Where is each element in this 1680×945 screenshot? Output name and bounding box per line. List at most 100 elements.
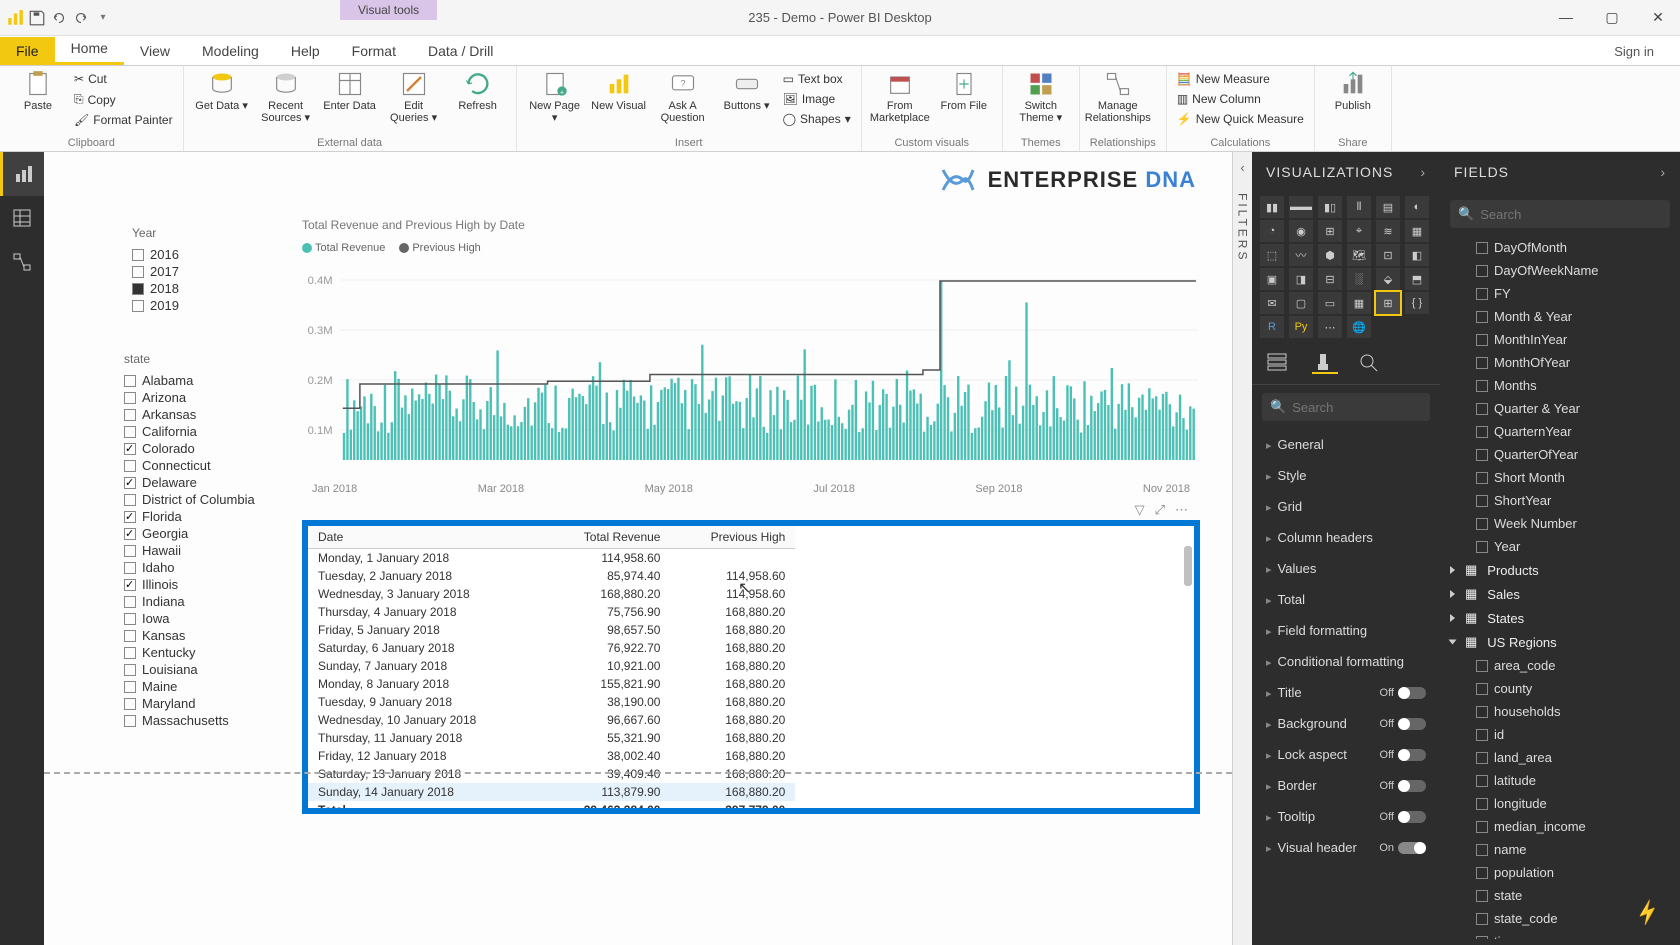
format-section[interactable]: ▸Visual headerOn xyxy=(1252,832,1440,863)
year-slicer[interactable]: Year 2016201720182019 xyxy=(132,226,222,314)
table-row[interactable]: Sunday, 14 January 2018113,879.90168,880… xyxy=(308,783,795,801)
field-table[interactable]: ▦Products xyxy=(1440,558,1680,582)
field-item[interactable]: id xyxy=(1440,723,1680,746)
new-measure-button[interactable]: 🧮New Measure xyxy=(1177,70,1304,88)
ask-question-button[interactable]: ?Ask A Question xyxy=(655,70,711,124)
field-item[interactable]: ShortYear xyxy=(1440,489,1680,512)
sign-in-link[interactable]: Sign in xyxy=(1608,38,1660,65)
state-option[interactable]: Maryland xyxy=(124,695,274,712)
state-option[interactable]: Delaware xyxy=(124,474,274,491)
format-painter-button[interactable]: 🖌Format Painter xyxy=(74,111,173,129)
field-item[interactable]: FY xyxy=(1440,282,1680,305)
visual-type-icon[interactable]: ▮▮ xyxy=(1260,196,1284,218)
visual-type-icon[interactable]: ⊟ xyxy=(1318,268,1342,290)
state-option[interactable]: Florida xyxy=(124,508,274,525)
field-table[interactable]: ▦States xyxy=(1440,606,1680,630)
table-row[interactable]: Monday, 1 January 2018114,958.60 xyxy=(308,549,795,568)
table-row[interactable]: Friday, 12 January 201838,002.40168,880.… xyxy=(308,747,795,765)
filter-icon[interactable]: ▽ xyxy=(1135,502,1145,518)
state-option[interactable]: Iowa xyxy=(124,610,274,627)
visual-type-icon[interactable]: R xyxy=(1260,316,1284,338)
tab-data-drill[interactable]: Data / Drill xyxy=(412,37,509,65)
visual-type-icon[interactable]: ⋯ xyxy=(1318,316,1342,338)
visual-type-icon[interactable]: ▦ xyxy=(1347,292,1371,314)
close-button[interactable]: ✕ xyxy=(1642,9,1674,26)
field-item[interactable]: land_area xyxy=(1440,746,1680,769)
enter-data-button[interactable]: Enter Data xyxy=(322,70,378,112)
focus-icon[interactable]: ⤢ xyxy=(1155,502,1165,518)
visual-type-icon[interactable]: ▢ xyxy=(1289,292,1313,314)
field-item[interactable]: households xyxy=(1440,700,1680,723)
report-view-button[interactable] xyxy=(0,152,44,196)
tab-view[interactable]: View xyxy=(124,37,186,65)
format-section[interactable]: ▸BorderOff xyxy=(1252,770,1440,801)
undo-icon[interactable] xyxy=(50,9,68,27)
visual-type-icon[interactable]: 🌐 xyxy=(1347,316,1371,338)
state-option[interactable]: Kansas xyxy=(124,627,274,644)
recent-sources-button[interactable]: Recent Sources ▾ xyxy=(258,70,314,124)
tab-file[interactable]: File xyxy=(0,37,55,65)
fields-tab-icon[interactable] xyxy=(1266,352,1292,374)
edit-queries-button[interactable]: Edit Queries ▾ xyxy=(386,70,442,124)
format-section[interactable]: ▸Field formatting xyxy=(1252,615,1440,646)
visual-type-icon[interactable]: ▣ xyxy=(1260,268,1284,290)
data-view-button[interactable] xyxy=(0,196,44,240)
format-section[interactable]: ▸TooltipOff xyxy=(1252,801,1440,832)
redo-icon[interactable] xyxy=(72,9,90,27)
state-option[interactable]: Arkansas xyxy=(124,406,274,423)
more-icon[interactable]: ⋯ xyxy=(1175,502,1188,518)
table-row[interactable]: Sunday, 7 January 201810,921.00168,880.2… xyxy=(308,657,795,675)
fields-search[interactable]: 🔍 xyxy=(1450,200,1670,228)
field-item[interactable]: area_code xyxy=(1440,654,1680,677)
field-item[interactable]: QuarterOfYear xyxy=(1440,443,1680,466)
new-quick-measure-button[interactable]: ⚡New Quick Measure xyxy=(1177,110,1304,128)
table-visual[interactable]: ▽ ⤢ ⋯ DateTotal RevenuePrevious High Mon… xyxy=(302,520,1200,814)
field-table[interactable]: ▦Sales xyxy=(1440,582,1680,606)
field-item[interactable]: DayOfWeekName xyxy=(1440,259,1680,282)
visual-type-icon[interactable]: Py xyxy=(1289,316,1313,338)
visual-type-icon[interactable]: ▮▯ xyxy=(1318,196,1342,218)
buttons-button[interactable]: Buttons ▾ xyxy=(719,70,775,112)
state-option[interactable]: District of Columbia xyxy=(124,491,274,508)
report-canvas[interactable]: ENTERPRISE DNA Year 2016201720182019 sta… xyxy=(44,152,1232,945)
state-option[interactable]: Maine xyxy=(124,678,274,695)
table-row[interactable]: Saturday, 6 January 201876,922.70168,880… xyxy=(308,639,795,657)
visual-type-icon[interactable]: 〰 xyxy=(1289,244,1313,266)
tab-help[interactable]: Help xyxy=(275,37,336,65)
field-item[interactable]: Year xyxy=(1440,535,1680,558)
state-option[interactable]: Indiana xyxy=(124,593,274,610)
year-option[interactable]: 2017 xyxy=(132,263,222,280)
paste-button[interactable]: Paste xyxy=(10,70,66,112)
visual-type-icon[interactable]: ◉ xyxy=(1289,220,1313,242)
visual-type-icon[interactable]: ◔ xyxy=(1260,220,1284,242)
format-search-input[interactable] xyxy=(1292,400,1422,415)
tab-format[interactable]: Format xyxy=(336,37,412,65)
field-item[interactable]: latitude xyxy=(1440,769,1680,792)
analytics-tab-icon[interactable] xyxy=(1358,352,1384,374)
visual-type-icon[interactable]: 🗺 xyxy=(1347,244,1371,266)
field-item[interactable]: Month & Year xyxy=(1440,305,1680,328)
state-slicer[interactable]: state AlabamaArizonaArkansasCaliforniaCo… xyxy=(124,352,274,729)
visual-type-icon[interactable]: ⬙ xyxy=(1376,268,1400,290)
copy-button[interactable]: ⎘Copy xyxy=(74,90,173,109)
field-item[interactable]: name xyxy=(1440,838,1680,861)
year-option[interactable]: 2016 xyxy=(132,246,222,263)
format-section[interactable]: ▸Total xyxy=(1252,584,1440,615)
switch-theme-button[interactable]: Switch Theme ▾ xyxy=(1013,70,1069,124)
state-option[interactable]: Connecticut xyxy=(124,457,274,474)
format-section[interactable]: ▸Lock aspectOff xyxy=(1252,739,1440,770)
scrollbar-thumb[interactable] xyxy=(1184,546,1192,586)
visual-type-icon[interactable]: ✉ xyxy=(1260,292,1284,314)
table-row[interactable]: Wednesday, 10 January 201896,667.60168,8… xyxy=(308,711,795,729)
visual-type-icon[interactable]: ◐ xyxy=(1405,196,1429,218)
state-option[interactable]: Kentucky xyxy=(124,644,274,661)
state-option[interactable]: Louisiana xyxy=(124,661,274,678)
format-section[interactable]: ▸Column headers xyxy=(1252,522,1440,553)
publish-button[interactable]: Publish xyxy=(1325,70,1381,112)
year-option[interactable]: 2019 xyxy=(132,297,222,314)
save-icon[interactable] xyxy=(28,9,46,27)
manage-relationships-button[interactable]: Manage Relationships xyxy=(1090,70,1146,124)
field-item[interactable]: MonthInYear xyxy=(1440,328,1680,351)
tab-home[interactable]: Home xyxy=(55,34,124,65)
visual-type-icon[interactable]: ⊡ xyxy=(1376,244,1400,266)
